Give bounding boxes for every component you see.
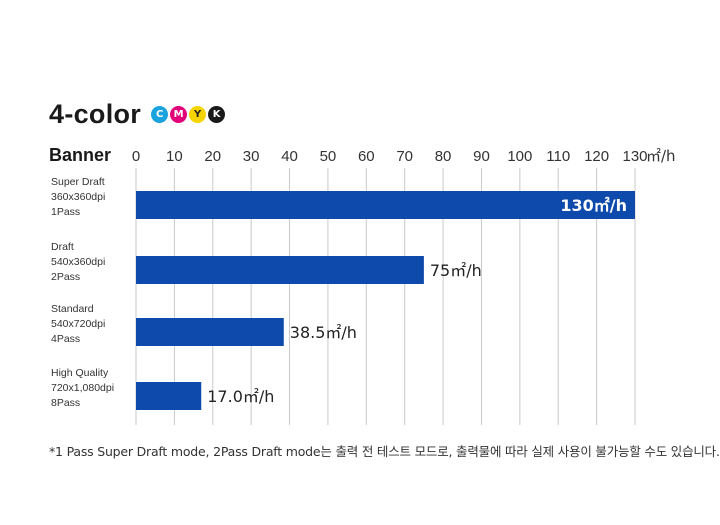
tick-label: 20 <box>204 148 221 165</box>
bar <box>136 256 424 284</box>
category-label: High Quality <box>51 367 109 379</box>
bar <box>136 191 635 219</box>
footnote: *1 Pass Super Draft mode, 2Pass Draft mo… <box>49 444 720 459</box>
tick-label: 110 <box>546 148 570 165</box>
unit-label: ㎡/h <box>646 147 676 165</box>
category-label: 720x1,080dpi <box>51 382 114 394</box>
category-label: 540x360dpi <box>51 256 105 268</box>
category-label: 1Pass <box>51 206 80 218</box>
tick-label: 100 <box>507 148 532 165</box>
data-label: 17.0㎡/h <box>207 387 274 406</box>
ink-dot-c: C <box>151 105 169 123</box>
ink-dot-y: Y <box>189 105 207 123</box>
ink-dot-m: M <box>170 105 188 123</box>
tick-label: 50 <box>320 148 337 165</box>
axis-title: Banner <box>49 145 111 165</box>
tick-label: 90 <box>473 148 490 165</box>
bar <box>136 382 202 410</box>
category-label: 4Pass <box>51 333 80 345</box>
category-label: Super Draft <box>51 176 105 188</box>
tick-label: 40 <box>281 148 298 165</box>
tick-label: 0 <box>132 148 140 165</box>
category-label: Standard <box>51 303 94 315</box>
data-label: 75㎡/h <box>430 261 482 280</box>
tick-label: 30 <box>243 148 260 165</box>
category-label: 360x360dpi <box>51 191 105 203</box>
tick-label: 80 <box>435 148 452 165</box>
tick-label: 10 <box>166 148 183 165</box>
tick-label: 130 <box>622 148 647 165</box>
data-label: 38.5㎡/h <box>290 323 357 342</box>
category-label: 2Pass <box>51 271 80 283</box>
category-label: 8Pass <box>51 397 80 409</box>
tick-label: 120 <box>584 148 609 165</box>
category-label: Draft <box>51 241 74 253</box>
bar <box>136 318 284 346</box>
tick-label: 70 <box>396 148 413 165</box>
ink-dot-k: K <box>208 105 226 123</box>
chart-title: 4-color <box>49 98 142 129</box>
category-label: 540x720dpi <box>51 318 105 330</box>
tick-label: 60 <box>358 148 375 165</box>
data-label: 130㎡/h <box>560 196 627 215</box>
